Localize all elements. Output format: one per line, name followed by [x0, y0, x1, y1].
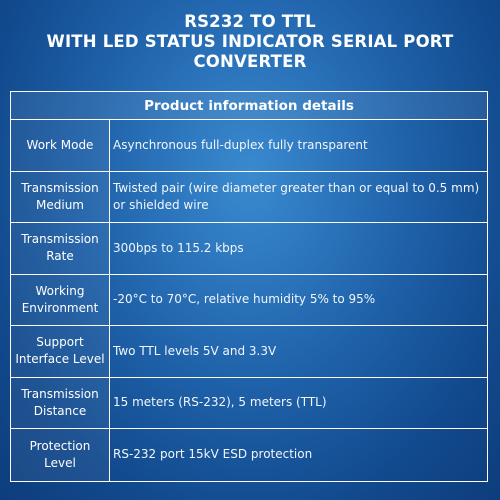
- row-value: -20°C to 70°C, relative humidity 5% to 9…: [113, 292, 376, 307]
- table-row-transmission-rate: Transmission Rate 300bps to 115.2 kbps: [11, 223, 487, 275]
- product-info-table: Product information details Work Mode As…: [10, 91, 488, 482]
- table-row-working-environment: Working Environment -20°C to 70°C, relat…: [11, 274, 487, 326]
- table-row-support-interface-level: Support Interface Level Two TTL levels 5…: [11, 326, 487, 378]
- row-value: RS-232 port 15kV ESD protection: [113, 447, 313, 462]
- title-line-1: RS232 TO TTL: [184, 12, 316, 31]
- table-row-transmission-distance: Transmission Distance 15 meters (RS-232)…: [11, 377, 487, 429]
- row-label: Transmission Medium: [11, 171, 110, 222]
- row-value: 300bps to 115.2 kbps: [113, 240, 244, 255]
- row-value: 15 meters (RS-232), 5 meters (TTL): [113, 395, 327, 410]
- table-row-transmission-medium: Transmission Medium Twisted pair (wire d…: [11, 171, 487, 223]
- row-label: Transmission Distance: [11, 377, 110, 428]
- row-value: Two TTL levels 5V and 3.3V: [113, 343, 277, 358]
- table-row-protection-level: Protection Level RS-232 port 15kV ESD pr…: [11, 429, 487, 481]
- row-label: Protection Level: [11, 429, 110, 481]
- row-label: Working Environment: [11, 274, 110, 325]
- table-header: Product information details: [11, 92, 487, 120]
- page-title: RS232 TO TTL WITH LED STATUS INDICATOR S…: [0, 12, 500, 72]
- row-value: Asynchronous full-duplex fully transpare…: [113, 137, 368, 152]
- row-label: Transmission Rate: [11, 223, 110, 274]
- title-line-3: CONVERTER: [193, 52, 307, 71]
- title-line-2: WITH LED STATUS INDICATOR SERIAL PORT: [46, 32, 454, 51]
- table-row-work-mode: Work Mode Asynchronous full-duplex fully…: [11, 120, 487, 172]
- row-value: Twisted pair (wire diameter greater than…: [113, 180, 480, 212]
- row-label: Support Interface Level: [11, 326, 110, 377]
- row-label: Work Mode: [11, 120, 110, 171]
